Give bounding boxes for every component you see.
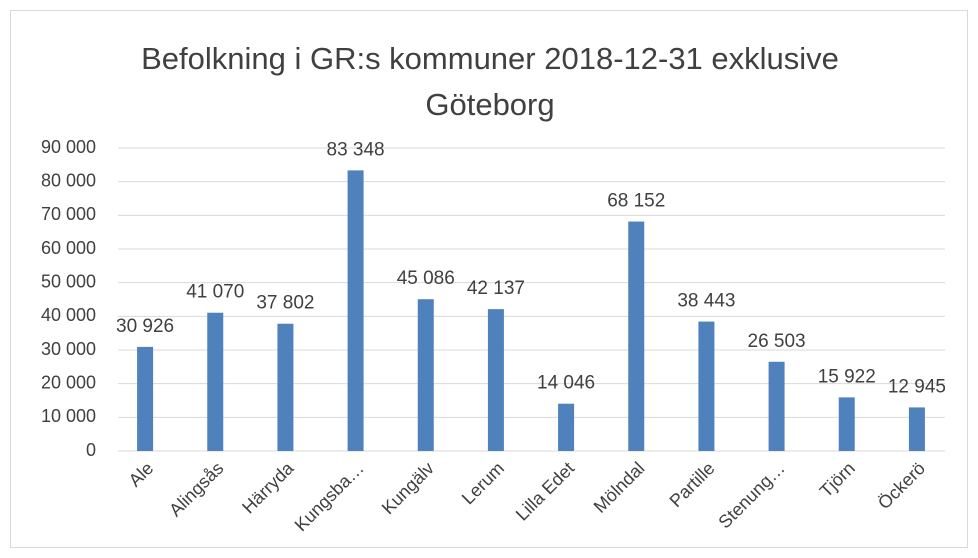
bar <box>417 299 434 451</box>
y-tick-label: 30 000 <box>41 339 96 359</box>
y-tick-label: 70 000 <box>41 204 96 224</box>
value-label: 41 070 <box>186 282 244 303</box>
bar <box>768 361 785 451</box>
value-label: 26 503 <box>748 331 806 352</box>
y-tick-label: 80 000 <box>41 170 96 190</box>
value-label: 38 443 <box>677 291 735 312</box>
value-label: 37 802 <box>256 293 314 314</box>
chart-title: Befolkning i GR:s kommuner 2018-12-31 ex… <box>141 41 839 122</box>
y-tick-label: 40 000 <box>41 305 96 325</box>
y-tick-label: 20 000 <box>41 372 96 392</box>
y-tick-label: 0 <box>86 440 96 460</box>
bar <box>137 346 154 451</box>
bar <box>628 221 645 451</box>
bar <box>838 397 855 451</box>
value-label: 12 945 <box>888 376 946 397</box>
value-label: 68 152 <box>607 191 665 212</box>
bar <box>558 403 575 451</box>
bar <box>487 309 504 451</box>
y-tick-label: 60 000 <box>41 238 96 258</box>
value-label: 30 926 <box>116 316 174 337</box>
value-label: 45 086 <box>397 268 455 289</box>
bar <box>207 312 224 451</box>
value-label: 42 137 <box>467 278 525 299</box>
y-tick-label: 90 000 <box>41 137 96 157</box>
bar <box>277 323 294 451</box>
bar <box>698 321 715 451</box>
bar <box>347 170 364 451</box>
value-label: 14 046 <box>537 373 595 394</box>
y-tick-label: 10 000 <box>41 406 96 426</box>
bar <box>908 407 925 451</box>
chart-frame <box>10 10 968 548</box>
y-tick-label: 50 000 <box>41 271 96 291</box>
value-label: 83 348 <box>327 139 385 160</box>
value-label: 15 922 <box>818 366 876 387</box>
